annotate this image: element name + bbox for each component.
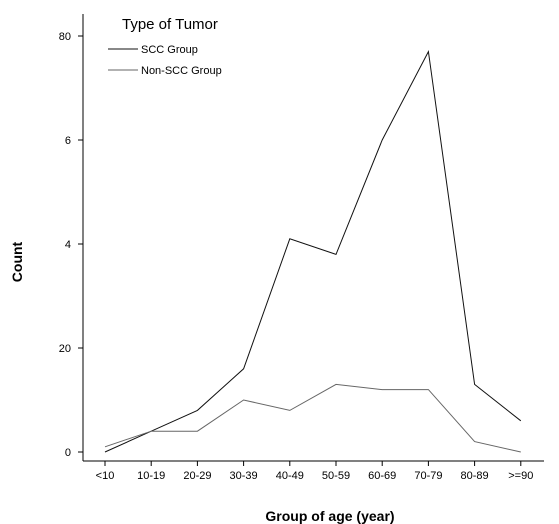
y-tick-label: 6 <box>65 135 71 147</box>
x-axis-title: Group of age (year) <box>265 508 394 524</box>
legend-title: Type of Tumor <box>122 16 218 33</box>
y-axis-title: Count <box>9 241 25 282</box>
y-tick-label: 20 <box>59 343 71 355</box>
x-ticks: <10 10-19 20-29 30-39 40-49 50-59 60-69 70-79 80… <box>96 461 533 482</box>
x-tick-label: 50-59 <box>322 470 350 482</box>
y-tick-label: 80 <box>59 31 71 43</box>
series-lines <box>104 49 522 453</box>
y-ticks: 0 20 4 6 80 <box>59 31 83 459</box>
x-tick-label: 30-39 <box>230 470 258 482</box>
y-tick-label: 0 <box>65 447 71 459</box>
x-tick-label: 20-29 <box>183 470 211 482</box>
x-tick-label: 70-79 <box>414 470 442 482</box>
x-tick-label: 60-69 <box>368 470 396 482</box>
x-tick-label: >=90 <box>508 470 533 482</box>
legend-label-non-scc: Non-SCC Group <box>141 65 222 77</box>
x-tick-label: <10 <box>96 470 115 482</box>
x-tick-label: 10-19 <box>137 470 165 482</box>
plot-area: 0 20 4 6 80 <10 10-19 20-29 30-39 40-49 50-59 60-6… <box>59 14 544 482</box>
x-tick-label: 40-49 <box>276 470 304 482</box>
series-line-scc <box>104 49 522 453</box>
x-tick-label: 80-89 <box>461 470 489 482</box>
y-tick-label: 4 <box>65 239 71 251</box>
legend-label-scc: SCC Group <box>141 44 198 56</box>
series-line-non-scc <box>104 383 521 453</box>
legend: Type of Tumor SCC Group Non-SCC Group <box>108 16 222 77</box>
